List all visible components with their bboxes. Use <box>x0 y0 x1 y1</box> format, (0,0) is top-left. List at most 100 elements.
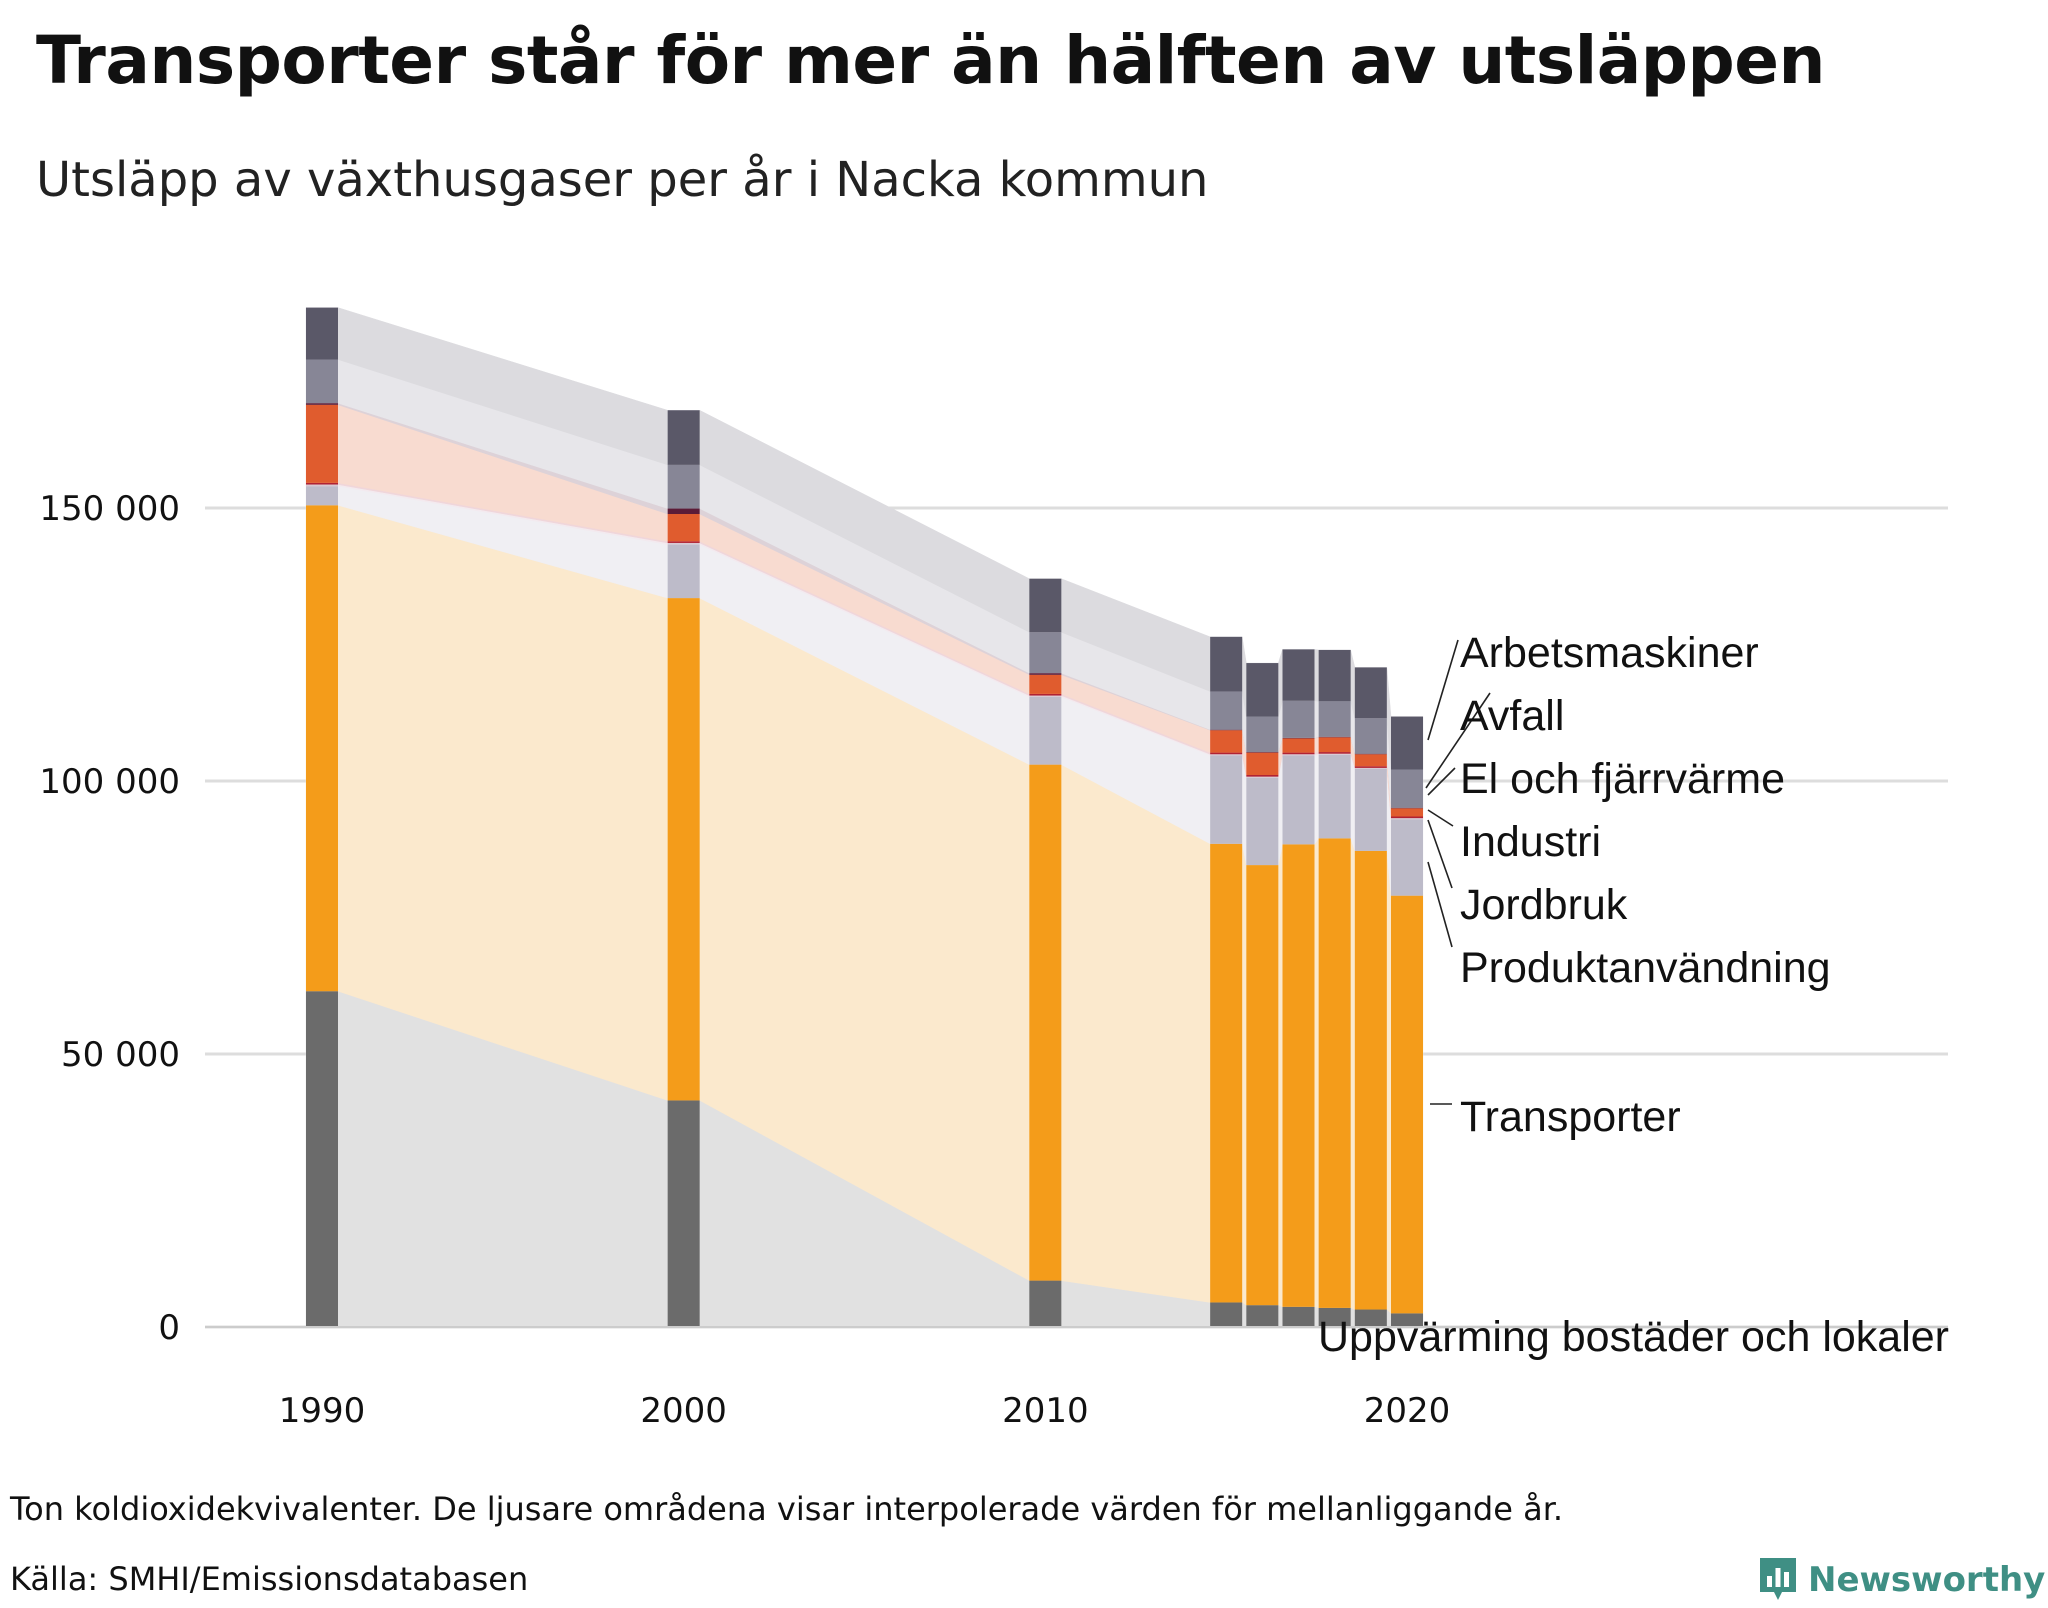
bar-segment <box>306 484 338 487</box>
bar-segment <box>1318 701 1351 737</box>
leader-line <box>1427 767 1456 796</box>
footnote: Ton koldioxidekvivalenter. De ljusare om… <box>10 1490 1564 1528</box>
x-tick-label: 2010 <box>1002 1391 1089 1431</box>
bar-segment <box>306 403 338 405</box>
brand-name: Newsworthy <box>1808 1560 2046 1600</box>
leader-line <box>1427 861 1453 948</box>
bar-segment <box>1210 1302 1243 1327</box>
bar-segment <box>1354 753 1387 755</box>
chart-subtitle: Utsläpp av växthusgaser per år i Nacka k… <box>36 152 1209 208</box>
bar-segment <box>1318 1307 1351 1327</box>
y-tick-label: 50 000 <box>61 1035 180 1075</box>
series-label: Produktanvändning <box>1460 944 1831 992</box>
bar-segment <box>1210 754 1243 756</box>
bar-segment <box>667 514 700 542</box>
series-label: Arbetsmaskiner <box>1460 629 1759 677</box>
axes: 0 50 000 100 000 150 000 1990 2000 2010 2020 <box>39 489 1948 1431</box>
bar-segment <box>1282 737 1315 739</box>
bar-segment <box>1210 755 1243 844</box>
bar-segment <box>1354 1309 1387 1327</box>
bar-segment <box>1282 755 1315 845</box>
bar-segment <box>1029 1280 1062 1327</box>
bar-segment <box>1210 691 1243 730</box>
bar-segment <box>306 404 338 483</box>
bar-segment <box>1318 752 1351 754</box>
bar-segment <box>306 486 338 506</box>
brand-logo: Newsworthy <box>1758 1552 2045 1608</box>
bar-segment <box>1282 700 1315 738</box>
bar-segment <box>1318 737 1351 753</box>
bar-segment <box>1318 838 1351 1308</box>
bar-segment <box>667 464 700 509</box>
bar-segment <box>1282 844 1315 1307</box>
bar-segment <box>1282 754 1315 756</box>
bar-segment <box>1354 718 1387 754</box>
bar-segment <box>1210 752 1243 755</box>
bar-segment <box>1246 865 1279 1306</box>
bar-segment <box>1318 736 1351 738</box>
bar-segment <box>1282 752 1315 755</box>
bar-segment <box>1029 696 1062 765</box>
bar-segment <box>1391 1313 1423 1327</box>
bar-segment <box>1282 738 1315 753</box>
bar-segment <box>1029 673 1062 675</box>
bar-segment <box>667 508 700 515</box>
bar-segment <box>667 598 700 1101</box>
bar-segment <box>1246 752 1279 753</box>
x-tick-label: 2000 <box>640 1391 727 1431</box>
bar-segment <box>667 542 700 545</box>
bar-segment <box>1282 1306 1315 1327</box>
bar-segment <box>1391 769 1423 808</box>
bar-segment <box>1391 819 1423 896</box>
series-label: El och fjärrvärme <box>1460 755 1785 803</box>
bars <box>306 307 1423 1327</box>
bar-segment <box>1246 774 1279 777</box>
bar-segment <box>1391 716 1423 770</box>
bar-segment <box>1354 754 1387 767</box>
x-tick-label: 1990 <box>279 1391 366 1431</box>
bar-segment <box>1318 753 1351 755</box>
bar-segment <box>1029 695 1062 697</box>
bar-segment <box>1029 693 1062 696</box>
bar-segment <box>1029 764 1062 1281</box>
stacked-bar-chart: 0 50 000 100 000 150 000 1990 2000 2010 2020 Ar… <box>39 307 1949 1431</box>
series-labels: Arbetsmaskiner Avfall El och fjärrvärme Ind… <box>1318 629 1949 1361</box>
bar-chart-speech-bubble-icon <box>1760 1558 1796 1600</box>
chart-title: Transporter står för mer än hälften av u… <box>36 22 1826 99</box>
bar-segment <box>1391 808 1423 817</box>
y-tick-label: 100 000 <box>39 762 180 802</box>
y-tick-label: 0 <box>158 1308 180 1348</box>
bar-segment <box>306 359 338 404</box>
bar-segment <box>306 307 338 360</box>
bar-segment <box>1246 777 1279 866</box>
leader-line <box>1427 809 1454 827</box>
bar-segment <box>1246 776 1279 778</box>
bar-segment <box>306 482 338 485</box>
bar-segment <box>1391 895 1423 1314</box>
leader-line <box>1427 639 1459 741</box>
bar-segment <box>667 410 700 465</box>
bar-segment <box>1391 807 1423 809</box>
leader-line <box>1425 692 1491 789</box>
series-label: Uppvärming bostäder och lokaler <box>1318 1313 1949 1361</box>
bar-segment <box>1318 649 1351 702</box>
bar-segment <box>1029 674 1062 694</box>
bar-segment <box>1210 843 1243 1303</box>
bar-segment <box>1246 663 1279 717</box>
bar-segment <box>1391 816 1423 819</box>
bar-segment <box>1029 578 1062 633</box>
bar-segment <box>1210 636 1243 692</box>
x-tick-label: 2020 <box>1364 1391 1451 1431</box>
bar-segment <box>1354 768 1387 851</box>
interpolated-areas <box>305 307 1424 1328</box>
bar-segment <box>1391 818 1423 820</box>
bar-segment <box>1210 729 1243 731</box>
bar-segment <box>667 1100 700 1327</box>
series-label: Industri <box>1460 818 1601 866</box>
bar-segment <box>667 541 700 543</box>
bar-segment <box>306 991 338 1327</box>
bar-segment <box>1318 754 1351 839</box>
source-note: Källa: SMHI/Emissionsdatabasen <box>10 1560 529 1598</box>
bar-segment <box>1246 752 1279 775</box>
bar-segment <box>1354 766 1387 768</box>
